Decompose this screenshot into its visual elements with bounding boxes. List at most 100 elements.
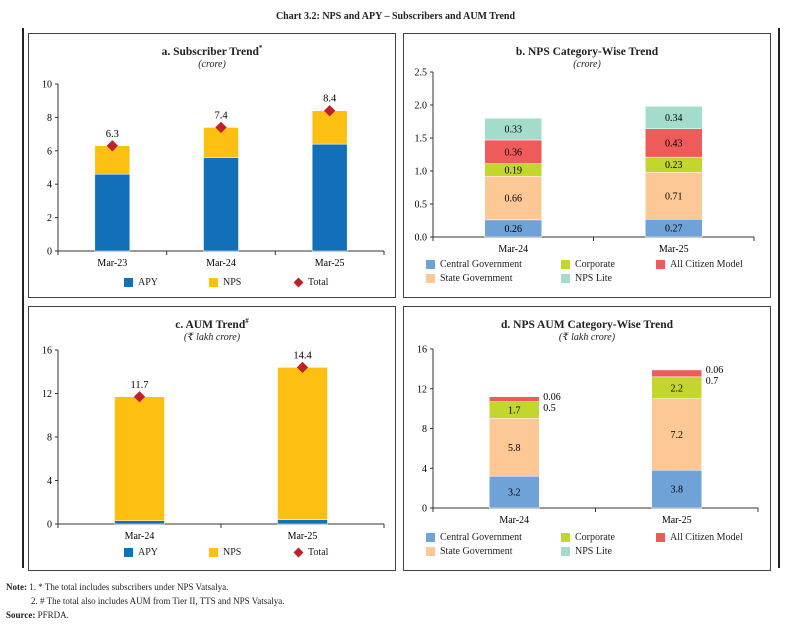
- legend-swatch: [209, 548, 218, 557]
- data-label: 0.71: [665, 191, 683, 202]
- legend-item: Corporate: [561, 259, 656, 270]
- panel-title: a. Subscriber Trend*: [161, 44, 263, 58]
- legend-item: APY: [124, 547, 209, 558]
- y-tick-label: 8: [47, 433, 52, 444]
- figure-frame: [22, 28, 780, 568]
- data-label: 3.2: [508, 488, 521, 499]
- bar-segment-apy: [277, 519, 328, 525]
- panel-title: c. AUM Trend#: [175, 317, 249, 331]
- legend-item: Corporate: [561, 532, 656, 543]
- data-label: 0.23: [665, 160, 683, 171]
- note-1: 1. * The total includes subscribers unde…: [29, 582, 229, 592]
- y-tick-label: 0: [47, 520, 52, 531]
- bar-segment-nps-lite: [484, 117, 542, 141]
- data-label: 0.19: [505, 166, 523, 177]
- note-2: 2. # The total also includes AUM from Ti…: [31, 596, 285, 606]
- y-tick-label: 8: [422, 424, 427, 435]
- total-marker: [106, 140, 118, 152]
- data-label: 0.66: [505, 194, 523, 205]
- data-label: 0.5: [543, 403, 556, 414]
- y-tick-label: 4: [47, 476, 52, 487]
- note-label: Note:: [6, 582, 27, 592]
- legend-item: NPS: [209, 547, 294, 558]
- data-label: 0.36: [505, 147, 523, 158]
- legend-swatch: [561, 533, 570, 542]
- y-tick-label: 16: [417, 345, 427, 356]
- y-tick-label: 0.0: [415, 233, 428, 244]
- legend-item: NPS: [209, 277, 294, 288]
- legend-swatch: [561, 547, 570, 556]
- legend-swatch: [656, 260, 665, 269]
- legend-item: Total: [293, 547, 364, 558]
- x-tick-label: Mar-24: [125, 531, 155, 542]
- bar-segment-central-government: [489, 475, 540, 509]
- data-label: 0.06: [706, 365, 724, 376]
- data-label: 0.27: [665, 224, 683, 235]
- y-tick-label: 2.0: [415, 101, 428, 112]
- x-tick-label: Mar-25: [662, 515, 692, 526]
- legend: APY NPS Total: [124, 547, 364, 558]
- bar-segment-all-citizen-model: [489, 396, 540, 402]
- diamond-icon: [293, 277, 304, 288]
- data-label: 3.8: [671, 485, 684, 496]
- panel-a: a. Subscriber Trend* (crore) 0 2 4 6 8 10 Mar-23…: [28, 33, 396, 298]
- bar-segment-apy: [311, 143, 348, 252]
- legend-item: State Government: [426, 546, 561, 557]
- notes: Note: 1. * The total includes subscriber…: [6, 580, 285, 622]
- legend-swatch: [561, 260, 570, 269]
- panel-unit: (crore): [198, 59, 226, 70]
- legend-swatch: [124, 278, 133, 287]
- data-label: 0.06: [543, 392, 561, 403]
- bar-segment-all-citizen-model: [651, 369, 702, 378]
- x-tick-label: Mar-24: [499, 515, 529, 526]
- panel-title: d. NPS AUM Category-Wise Trend: [501, 318, 673, 331]
- legend-swatch: [426, 533, 435, 542]
- y-tick-label: 0.5: [415, 200, 428, 211]
- panel-b: b. NPS Category-Wise Trend (crore) 0.0 0.5 1…: [403, 33, 771, 298]
- y-tick-label: 1.5: [415, 134, 428, 145]
- panel-unit: (₹ lakh crore): [558, 332, 616, 343]
- y-tick-label: 16: [42, 346, 52, 357]
- bar-segment-nps: [277, 367, 328, 520]
- legend-swatch: [561, 274, 570, 283]
- x-tick-label: Mar-24: [498, 244, 528, 255]
- data-label: 0.7: [706, 376, 719, 387]
- bar-segment-apy: [203, 157, 239, 252]
- y-tick-label: 6: [47, 146, 52, 157]
- data-label: 1.7: [508, 406, 521, 417]
- data-label: 0.26: [505, 224, 523, 235]
- y-tick-label: 10: [42, 80, 52, 91]
- legend-item: Total: [293, 277, 364, 288]
- bar-segment-nps: [114, 396, 165, 521]
- bar-segment-nps-lite: [645, 106, 703, 130]
- bar-segment-nps-lite: [651, 369, 702, 371]
- legend-item: Central Government: [426, 259, 561, 270]
- bar-segment-nps: [203, 127, 239, 158]
- y-tick-label: 4: [422, 464, 427, 475]
- x-tick-label: Mar-25: [288, 531, 318, 542]
- bar-segment-apy: [94, 173, 131, 252]
- bar-segment-state-government: [651, 398, 702, 471]
- legend-item: State Government: [426, 273, 561, 284]
- legend-item: All Citizen Model: [656, 532, 766, 543]
- bar-segment-all-citizen-model: [645, 128, 703, 158]
- y-tick-label: 2: [47, 213, 52, 224]
- legend-item: Central Government: [426, 532, 561, 543]
- legend-swatch: [209, 278, 218, 287]
- data-label: 0.43: [665, 138, 683, 149]
- y-tick-label: 12: [417, 384, 427, 395]
- total-label: 11.7: [131, 380, 149, 391]
- panel-c: c. AUM Trend# (₹ lakh crore) 0 4 8 12 16 Mar-24…: [28, 306, 396, 571]
- legend-item: APY: [124, 277, 209, 288]
- legend: APY NPS Total: [124, 277, 364, 288]
- total-label: 8.4: [323, 94, 337, 105]
- bar-segment-state-government: [484, 176, 542, 221]
- legend-item: NPS Lite: [561, 546, 656, 557]
- data-label: 7.2: [671, 430, 684, 441]
- data-label: 2.2: [671, 383, 684, 394]
- bar-segment-state-government: [645, 172, 703, 220]
- legend-item: NPS Lite: [561, 273, 656, 284]
- x-tick-label: Mar-25: [315, 258, 345, 269]
- panel-unit: (crore): [573, 59, 601, 70]
- y-tick-label: 1.0: [415, 167, 428, 178]
